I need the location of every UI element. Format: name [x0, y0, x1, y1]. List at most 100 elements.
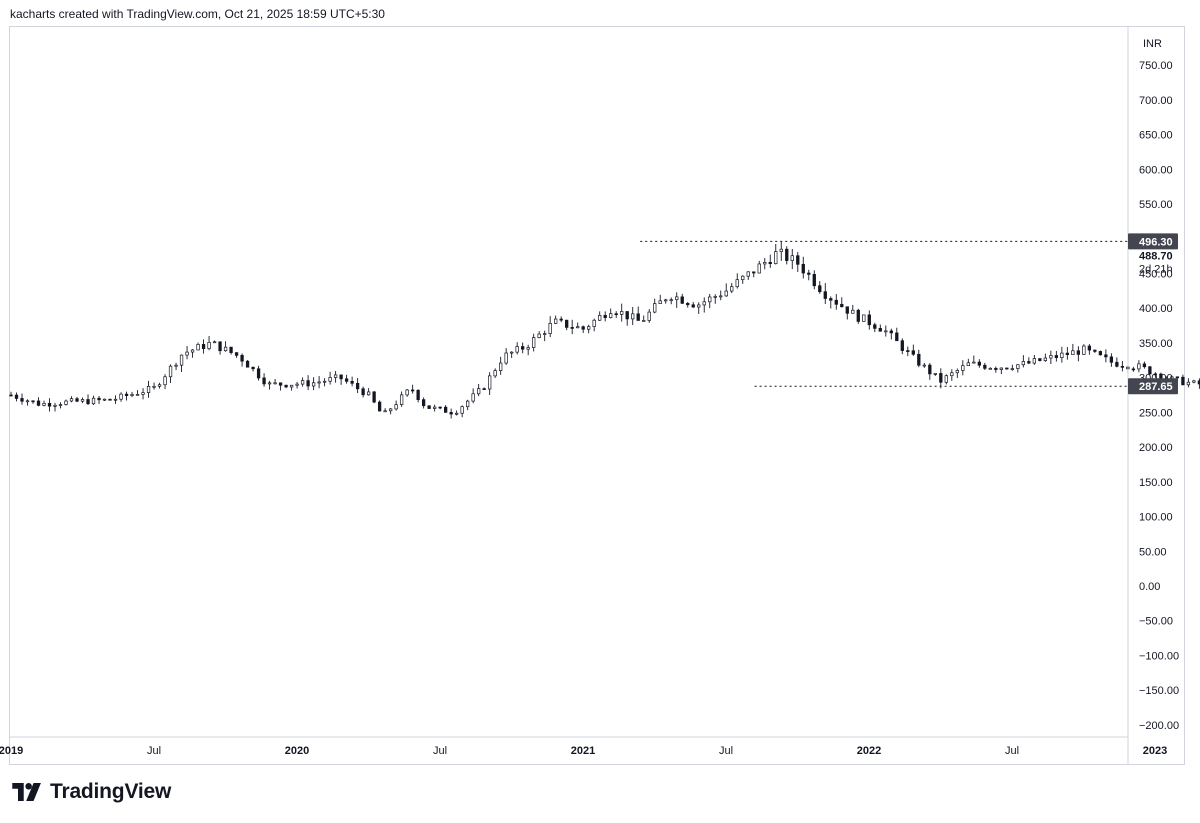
- candle-body: [966, 362, 970, 367]
- candle-body: [928, 364, 932, 375]
- price-tick-label: 700.00: [1139, 95, 1173, 107]
- candle-body: [1049, 355, 1053, 359]
- candle-body: [102, 398, 107, 401]
- candle-body: [834, 299, 838, 305]
- levels-layer: [640, 240, 1128, 387]
- candle-body: [124, 393, 129, 397]
- candle-body: [812, 274, 816, 287]
- candle-body: [829, 298, 833, 301]
- price-tick-label: 400.00: [1139, 303, 1173, 315]
- candle-body: [1043, 357, 1048, 361]
- candle-body: [47, 402, 52, 407]
- candle-body: [796, 255, 800, 265]
- bar-countdown-label: 2d 21h: [1139, 263, 1173, 275]
- candle-body: [977, 361, 981, 366]
- candle-body: [1120, 365, 1125, 368]
- candle-body: [664, 299, 668, 302]
- tradingview-branding[interactable]: TradingView: [12, 780, 171, 804]
- candle-body: [493, 370, 497, 377]
- candle-body: [1192, 380, 1196, 383]
- candle-body: [119, 393, 123, 400]
- candle-body: [840, 303, 844, 308]
- candle-body: [807, 272, 811, 275]
- candle-body: [9, 394, 13, 397]
- price-tick-label: 450.00: [1139, 268, 1173, 280]
- candle-body: [196, 344, 200, 351]
- price-tick-label: 100.00: [1139, 512, 1173, 524]
- price-tick-label: 650.00: [1139, 130, 1173, 142]
- candle-body: [994, 367, 998, 370]
- time-tick-label: 2019: [0, 745, 23, 757]
- candle-body: [355, 382, 360, 390]
- candle-body: [262, 377, 266, 385]
- candle-body: [1038, 358, 1042, 361]
- candle-body: [625, 311, 629, 320]
- candle-body: [669, 299, 673, 302]
- candle-body: [1137, 363, 1141, 370]
- candle-body: [752, 271, 756, 274]
- candle-body: [570, 327, 574, 329]
- resistance-price-label: 496.30: [1139, 236, 1173, 248]
- candle-body: [614, 313, 618, 316]
- candle-body: [845, 306, 849, 314]
- price-tick-label: 0.00: [1139, 581, 1160, 593]
- candle-body: [267, 382, 272, 385]
- candle-body: [432, 406, 437, 409]
- candle-body: [906, 350, 910, 352]
- candle-body: [223, 346, 228, 352]
- candle-body: [273, 382, 277, 385]
- candle-body: [240, 354, 244, 362]
- price-tick-label: 600.00: [1139, 164, 1173, 176]
- price-tick-label: −100.00: [1139, 650, 1179, 662]
- candle-body: [1065, 352, 1070, 355]
- candle-body: [427, 405, 431, 409]
- candle-body: [565, 319, 569, 328]
- candle-body: [917, 353, 921, 366]
- candle-body: [168, 365, 173, 378]
- candle-body: [460, 406, 464, 414]
- candle-body: [515, 346, 519, 353]
- candle-body: [972, 361, 976, 364]
- candle-body: [443, 406, 448, 413]
- candle-body: [25, 400, 30, 403]
- candle-body: [361, 388, 365, 396]
- candle-body: [350, 380, 354, 384]
- candle-body: [179, 354, 184, 366]
- support-price-label: 287.65: [1139, 381, 1173, 393]
- candle-body: [702, 301, 706, 306]
- resistance-price-label-bg: [1128, 233, 1178, 250]
- candle-body: [306, 380, 310, 387]
- candle-body: [790, 255, 794, 261]
- candle-body: [86, 399, 90, 405]
- candle-body: [1082, 345, 1086, 355]
- candle-body: [53, 404, 57, 407]
- candle-body: [730, 286, 734, 292]
- time-tick-label: 2022: [857, 745, 881, 757]
- price-tick-label: 250.00: [1139, 407, 1173, 419]
- candle-body: [988, 367, 992, 370]
- candle-body: [922, 364, 926, 367]
- candle-body: [377, 401, 382, 412]
- candle-body: [477, 388, 481, 395]
- candle-body: [97, 397, 101, 401]
- time-tick-label: 2021: [571, 745, 595, 757]
- candle-body: [1175, 376, 1180, 379]
- candle-body: [405, 389, 409, 396]
- candle-body: [680, 296, 684, 304]
- candle-body: [482, 388, 486, 390]
- price-axis: 750.00700.00650.00600.00550.00500.00450.…: [1139, 60, 1179, 732]
- candle-body: [1093, 349, 1097, 352]
- tradingview-wordmark: TradingView: [50, 780, 172, 803]
- time-tick-label: Jul: [147, 745, 161, 757]
- candle-body: [631, 313, 635, 320]
- candle-body: [1104, 354, 1108, 358]
- candle-body: [867, 314, 871, 326]
- candle-body: [80, 399, 85, 402]
- candle-body: [108, 398, 112, 401]
- candle-body: [856, 309, 860, 322]
- candle-body: [499, 362, 503, 371]
- candle-body: [207, 341, 211, 349]
- candle-body: [421, 399, 426, 407]
- candle-body: [504, 352, 508, 364]
